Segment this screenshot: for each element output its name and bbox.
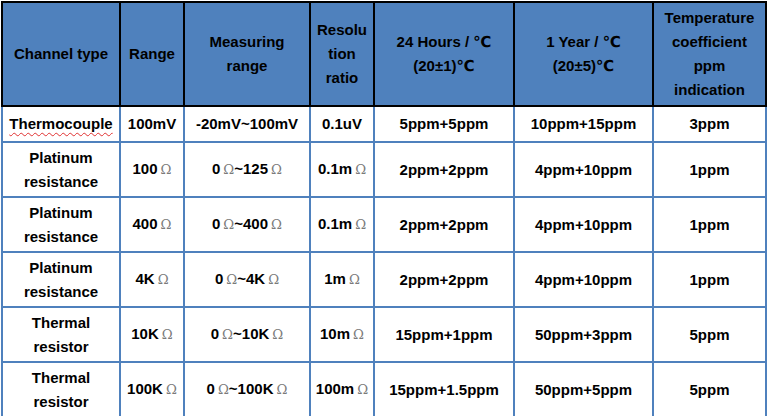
cell-resolution-ratio: 0.1uV — [310, 106, 374, 142]
header-measuring-range: Measuring range — [184, 2, 310, 106]
ohm-symbol: Ω — [162, 327, 173, 342]
cell-resolution-ratio: 1mΩ — [310, 252, 374, 307]
cell-1-year: 4ppm+10ppm — [514, 252, 653, 307]
table-header: Channel type Range Measuring range Resol… — [2, 2, 766, 106]
ohm-symbol: Ω — [158, 272, 169, 287]
cell-1-year: 50ppm+5ppm — [514, 362, 653, 416]
table-row: Thermal resistor 100KΩ 0Ω~100KΩ 100mΩ 15… — [2, 362, 766, 416]
header-row: Channel type Range Measuring range Resol… — [2, 2, 766, 106]
ohm-symbol: Ω — [161, 217, 172, 232]
cell-resolution-ratio: 100mΩ — [310, 362, 374, 416]
table-row: Thermal resistor 10KΩ 0Ω~10KΩ 10mΩ 15ppm… — [2, 307, 766, 362]
cell-1-year: 4ppm+10ppm — [514, 197, 653, 252]
document-page: Channel type Range Measuring range Resol… — [0, 0, 767, 416]
spellcheck-underline: Thermocouple — [9, 115, 112, 132]
ohm-symbol: Ω — [226, 272, 237, 287]
cell-range: 400Ω — [120, 197, 184, 252]
cell-24-hours: 2ppm+2ppm — [374, 142, 514, 197]
channel-spec-table: Channel type Range Measuring range Resol… — [1, 1, 767, 416]
cell-24-hours: 15ppm+1.5ppm — [374, 362, 514, 416]
cell-measuring-range: 0Ω~10KΩ — [184, 307, 310, 362]
ohm-symbol: Ω — [222, 327, 233, 342]
cell-measuring-range: -20mV~100mV — [184, 106, 310, 142]
cell-channel-type: Thermal resistor — [2, 307, 120, 362]
ohm-symbol: Ω — [353, 327, 364, 342]
header-range: Range — [120, 2, 184, 106]
ohm-symbol: Ω — [218, 382, 229, 397]
cell-temp-coefficient: 5ppm — [653, 307, 766, 362]
cell-measuring-range: 0Ω~125Ω — [184, 142, 310, 197]
cell-measuring-range: 0Ω~4KΩ — [184, 252, 310, 307]
table-row: Platinum resistance 100Ω 0Ω~125Ω 0.1mΩ 2… — [2, 142, 766, 197]
cell-range: 100KΩ — [120, 362, 184, 416]
ohm-symbol: Ω — [349, 272, 360, 287]
cell-resolution-ratio: 10mΩ — [310, 307, 374, 362]
table-body: Thermocouple 100mV -20mV~100mV 0.1uV 5pp… — [2, 106, 766, 416]
cell-1-year: 10ppm+15ppm — [514, 106, 653, 142]
cell-range: 10KΩ — [120, 307, 184, 362]
cell-24-hours: 5ppm+5ppm — [374, 106, 514, 142]
ohm-symbol: Ω — [223, 217, 234, 232]
cell-resolution-ratio: 0.1mΩ — [310, 142, 374, 197]
cell-temp-coefficient: 1ppm — [653, 142, 766, 197]
cell-24-hours: 2ppm+2ppm — [374, 197, 514, 252]
cell-range: 100Ω — [120, 142, 184, 197]
cell-measuring-range: 0Ω~400Ω — [184, 197, 310, 252]
ohm-symbol: Ω — [166, 382, 177, 397]
ohm-symbol: Ω — [161, 162, 172, 177]
cell-channel-type: Thermocouple — [2, 106, 120, 142]
cell-channel-type: Thermal resistor — [2, 362, 120, 416]
table-row: Thermocouple 100mV -20mV~100mV 0.1uV 5pp… — [2, 106, 766, 142]
ohm-symbol: Ω — [355, 162, 366, 177]
header-1-year: 1 Year / ℃ (20±5)℃ — [514, 2, 653, 106]
ohm-symbol: Ω — [357, 382, 368, 397]
cell-resolution-ratio: 0.1mΩ — [310, 197, 374, 252]
cell-channel-type: Platinum resistance — [2, 142, 120, 197]
cell-temp-coefficient: 5ppm — [653, 362, 766, 416]
cell-temp-coefficient: 1ppm — [653, 197, 766, 252]
ohm-symbol: Ω — [276, 382, 287, 397]
ohm-symbol: Ω — [355, 217, 366, 232]
cell-range: 4KΩ — [120, 252, 184, 307]
cell-channel-type: Platinum resistance — [2, 197, 120, 252]
header-resolution-ratio: Resolu tion ratio — [310, 2, 374, 106]
cell-temp-coefficient: 1ppm — [653, 252, 766, 307]
ohm-symbol: Ω — [223, 162, 234, 177]
table-row: Platinum resistance 400Ω 0Ω~400Ω 0.1mΩ 2… — [2, 197, 766, 252]
table-row: Platinum resistance 4KΩ 0Ω~4KΩ 1mΩ 2ppm+… — [2, 252, 766, 307]
cell-1-year: 50ppm+3ppm — [514, 307, 653, 362]
ohm-symbol: Ω — [271, 162, 282, 177]
ohm-symbol: Ω — [271, 217, 282, 232]
cell-24-hours: 15ppm+1ppm — [374, 307, 514, 362]
cell-1-year: 4ppm+10ppm — [514, 142, 653, 197]
cell-measuring-range: 0Ω~100KΩ — [184, 362, 310, 416]
cell-range: 100mV — [120, 106, 184, 142]
ohm-symbol: Ω — [272, 327, 283, 342]
header-channel-type: Channel type — [2, 2, 120, 106]
cell-temp-coefficient: 3ppm — [653, 106, 766, 142]
header-24-hours: 24 Hours / ℃ (20±1)℃ — [374, 2, 514, 106]
cell-24-hours: 2ppm+2ppm — [374, 252, 514, 307]
ohm-symbol: Ω — [268, 272, 279, 287]
cell-channel-type: Platinum resistance — [2, 252, 120, 307]
header-temp-coefficient: Temperature coefficient ppm indication — [653, 2, 766, 106]
